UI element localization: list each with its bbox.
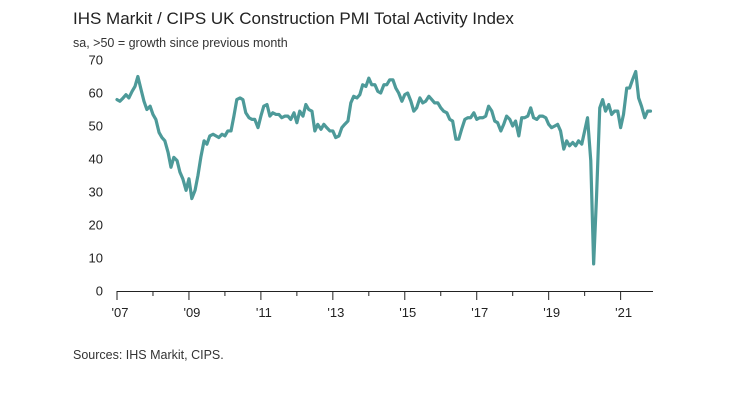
- series-group: [115, 69, 653, 266]
- y-tick-label-60: 60: [89, 86, 103, 101]
- y-tick-label-10: 10: [89, 251, 103, 266]
- chart-subtitle: sa, >50 = growth since previous month: [73, 36, 288, 50]
- x-axis: '07 '09 '11 '13 '15 '17 '19 '21: [112, 291, 653, 320]
- y-axis: 0 10 20 30 40 50 60 70: [89, 53, 103, 299]
- x-tick-label-2011: '11: [256, 305, 272, 320]
- chart-title: IHS Markit / CIPS UK Construction PMI To…: [73, 9, 514, 28]
- x-tick-label-2015: '15: [399, 305, 416, 320]
- x-tick-label-2009: '09: [183, 305, 200, 320]
- x-tick-label-2017: '17: [471, 305, 488, 320]
- x-tick-label-2021: '21: [615, 305, 632, 320]
- y-tick-label-70: 70: [89, 53, 103, 68]
- y-tick-label-20: 20: [89, 218, 103, 233]
- y-tick-label-40: 40: [89, 152, 103, 167]
- x-tick-label-2019: '19: [543, 305, 560, 320]
- chart-source: Sources: IHS Markit, CIPS.: [73, 348, 224, 362]
- y-tick-label-0: 0: [96, 284, 103, 299]
- y-tick-label-30: 30: [89, 185, 103, 200]
- series-line-0: [115, 69, 653, 266]
- x-tick-label-2013: '13: [327, 305, 344, 320]
- y-tick-label-50: 50: [89, 119, 103, 134]
- x-tick-label-2007: '07: [112, 305, 129, 320]
